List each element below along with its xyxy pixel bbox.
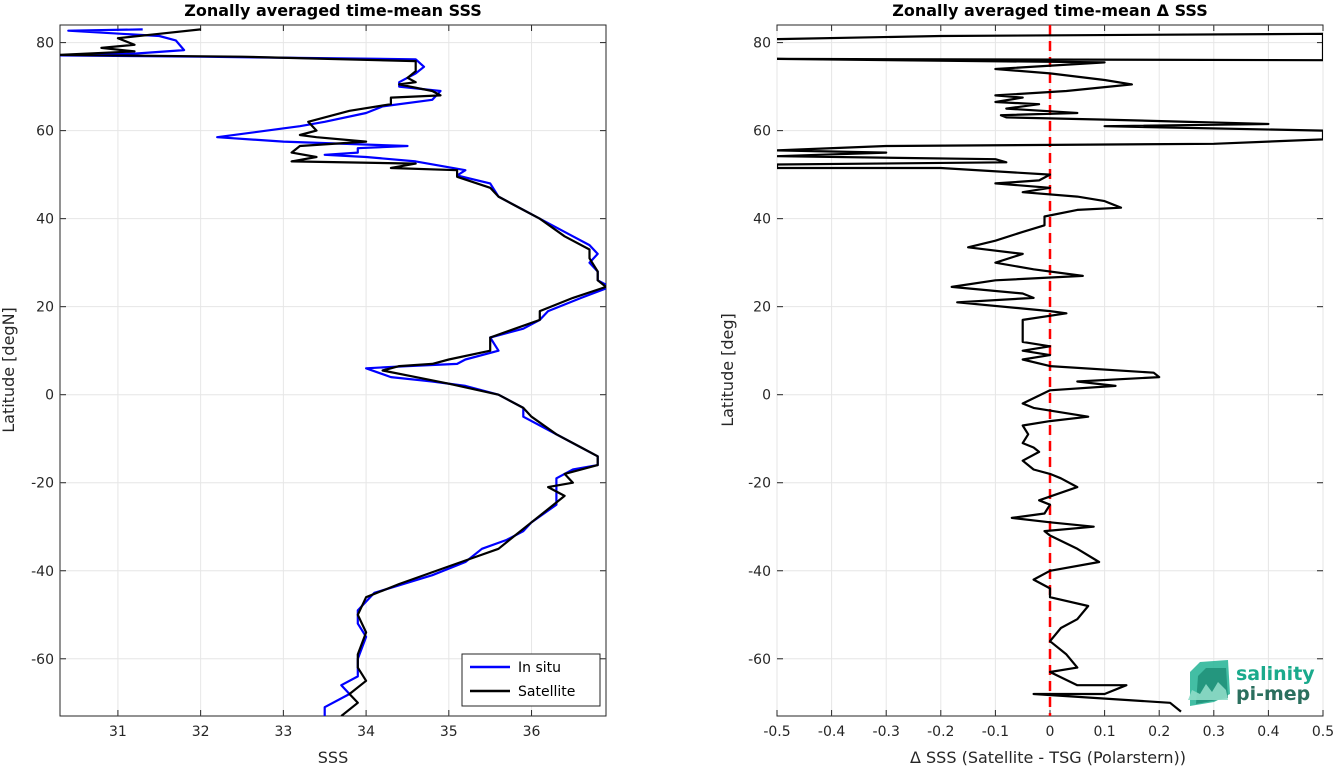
chart-title: Zonally averaged time-mean SSS: [184, 1, 482, 20]
x-tick-label: 32: [192, 724, 210, 740]
y-tick-label: 60: [753, 124, 771, 140]
y-tick-label: 40: [36, 212, 54, 228]
chart-delta-sss: -0.5 -0.4 -0.3 -0.2 -0.1 0 0.1 0.2 0.3 0.4 0.5 -60 -…: [718, 1, 1334, 767]
y-tick-label: -20: [31, 476, 54, 492]
series-group: [60, 28, 606, 716]
y-tick-label: -60: [748, 652, 771, 668]
x-tick-label: 0.2: [1148, 724, 1170, 740]
x-tick-label: -0.2: [927, 724, 954, 740]
x-tick-label: 35: [440, 724, 458, 740]
y-tick-label: 20: [753, 300, 771, 316]
series-line-series-0: [777, 32, 1323, 713]
y-tick-label: 60: [36, 124, 54, 140]
x-tick-label: -0.5: [763, 724, 790, 740]
tick-labels: 31 32 33 34 35 36 -60 -40 -20 0 20 40 60 80: [31, 36, 540, 740]
x-tick-label: 34: [357, 724, 375, 740]
logo-mark-icon: [1188, 660, 1230, 706]
series-line-satellite: [60, 28, 606, 716]
x-tick-label: 0.1: [1093, 724, 1115, 740]
x-axis-label: SSS: [318, 748, 348, 767]
y-tick-label: -20: [748, 476, 771, 492]
x-tick-label: 31: [109, 724, 127, 740]
legend: In situ Satellite: [461, 653, 601, 707]
x-tick-label: 0.4: [1257, 724, 1279, 740]
y-tick-label: 80: [753, 36, 771, 52]
x-tick-label: -0.4: [818, 724, 845, 740]
x-tick-label: -0.1: [982, 724, 1009, 740]
y-tick-label: -40: [748, 564, 771, 580]
series-group: [777, 32, 1323, 713]
x-axis-label: Δ SSS (Satellite - TSG (Polarstern)): [910, 748, 1186, 767]
salinity-pi-mep-logo: salinity pi-mep: [1188, 660, 1315, 706]
chart-title: Zonally averaged time-mean Δ SSS: [892, 1, 1208, 20]
logo-text-line2: pi-mep: [1236, 683, 1310, 705]
chart-sss: 31 32 33 34 35 36 -60 -40 -20 0 20 40 60 80 Zonally a…: [0, 1, 607, 767]
y-tick-label: 20: [36, 300, 54, 316]
series-line-in-situ: [60, 28, 606, 716]
plot-area: [59, 24, 607, 717]
y-tick-label: 0: [762, 388, 771, 404]
legend-box: [461, 653, 601, 707]
legend-label-in-situ: In situ: [518, 660, 561, 676]
grid: [60, 25, 606, 716]
y-axis-label: Latitude [degN]: [0, 307, 18, 433]
tick-labels: -0.5 -0.4 -0.3 -0.2 -0.1 0 0.1 0.2 0.3 0.4 0.5 -60 -…: [748, 36, 1334, 740]
logo-text-line1: salinity: [1236, 663, 1315, 685]
x-tick-label: 0: [1046, 724, 1055, 740]
y-tick-label: 0: [45, 388, 54, 404]
y-tick-label: 40: [753, 212, 771, 228]
y-axis-label: Latitude [deg]: [718, 313, 737, 427]
y-tick-label: 80: [36, 36, 54, 52]
y-tick-label: -60: [31, 652, 54, 668]
x-tick-label: 36: [523, 724, 541, 740]
x-tick-label: -0.3: [873, 724, 900, 740]
x-tick-label: 0.5: [1312, 724, 1334, 740]
x-tick-label: 0.3: [1203, 724, 1225, 740]
x-tick-label: 33: [274, 724, 292, 740]
legend-label-satellite: Satellite: [518, 684, 575, 700]
y-tick-label: -40: [31, 564, 54, 580]
